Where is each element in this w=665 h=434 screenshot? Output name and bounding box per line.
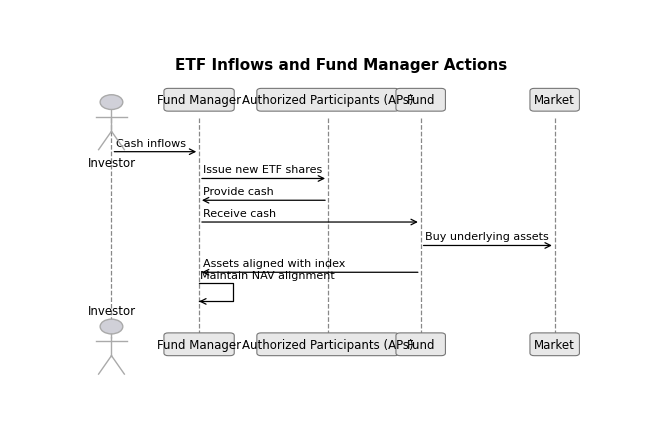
Circle shape (100, 319, 123, 334)
Text: Fund Manager: Fund Manager (157, 338, 241, 351)
FancyBboxPatch shape (164, 89, 234, 112)
Text: ETF Inflows and Fund Manager Actions: ETF Inflows and Fund Manager Actions (175, 58, 507, 73)
FancyBboxPatch shape (530, 89, 579, 112)
FancyBboxPatch shape (530, 333, 579, 356)
Text: Fund: Fund (406, 94, 435, 107)
FancyBboxPatch shape (396, 333, 446, 356)
Text: Provide cash: Provide cash (203, 187, 274, 197)
FancyBboxPatch shape (164, 333, 234, 356)
Text: Investor: Investor (87, 157, 136, 170)
Text: Receive cash: Receive cash (203, 208, 277, 218)
Text: Buy underlying assets: Buy underlying assets (425, 232, 549, 242)
Text: Maintain NAV alignment: Maintain NAV alignment (200, 271, 335, 281)
Text: Authorized Participants (APs): Authorized Participants (APs) (242, 338, 414, 351)
Text: Market: Market (534, 338, 575, 351)
Circle shape (100, 95, 123, 110)
FancyBboxPatch shape (396, 89, 446, 112)
FancyBboxPatch shape (257, 333, 399, 356)
Text: Fund: Fund (406, 338, 435, 351)
Text: Cash inflows: Cash inflows (116, 138, 186, 148)
Text: Authorized Participants (APs): Authorized Participants (APs) (242, 94, 414, 107)
Text: Market: Market (534, 94, 575, 107)
Text: Fund Manager: Fund Manager (157, 94, 241, 107)
Text: Assets aligned with index: Assets aligned with index (203, 259, 346, 269)
Text: Investor: Investor (87, 305, 136, 318)
FancyBboxPatch shape (257, 89, 399, 112)
Text: Issue new ETF shares: Issue new ETF shares (203, 165, 323, 175)
